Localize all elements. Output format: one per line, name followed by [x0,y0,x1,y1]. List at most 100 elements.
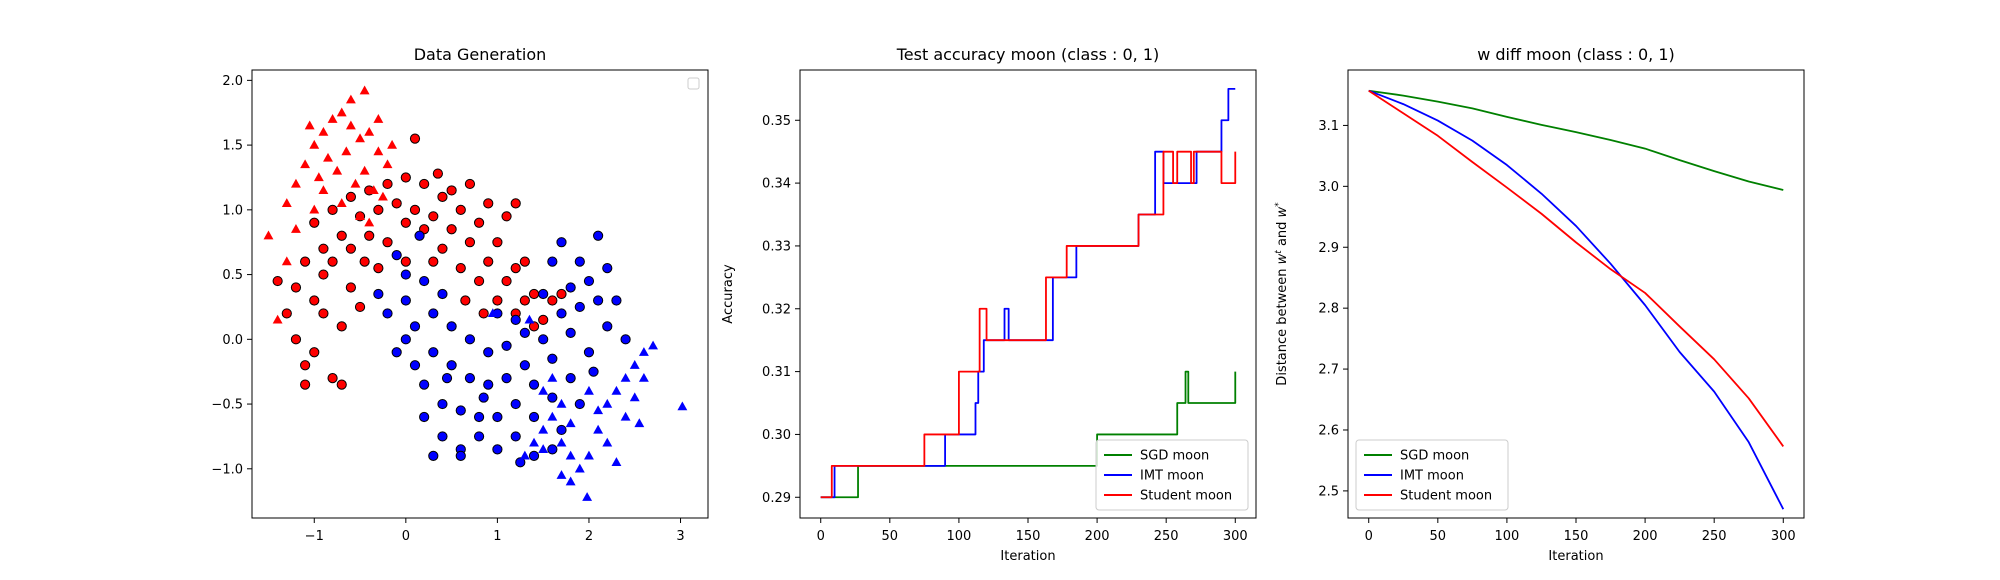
y-tick-label: 0.0 [222,333,243,348]
scatter-point-class1-circle [419,411,430,423]
scatter-point-class1-circle [556,308,567,319]
scatter-point-class1-circle [409,321,421,332]
scatter-point-class1-triangle [629,392,640,402]
scatter-point-class0-circle [345,243,356,254]
scatter-point-class0-circle [478,308,489,319]
scatter-point-class1-triangle [524,314,535,324]
y-tick-label: 2.7 [1318,363,1339,378]
scatter-point-class1-triangle [677,401,688,411]
scatter-point-class1-circle [528,379,540,390]
legend-entry-label: IMT moon [1400,469,1464,484]
legend-entry-label: IMT moon [1140,469,1204,484]
x-tick-label: 300 [1223,529,1248,544]
scatter-point-class0-triangle [291,224,301,233]
scatter-point-class1-triangle [565,450,576,460]
scatter-point-class0-circle [318,269,329,280]
x-tick-label: 3 [676,529,684,544]
scatter-point-class0-circle [345,282,356,293]
y-tick-label: 2.8 [1318,302,1339,317]
scatter-point-class0-triangle [318,185,329,195]
chart-panels: −1 0 1 2 3 −1.0 −0.5 0.0 0.5 1.0 1.5 2.0 Data Genera… [211,45,1805,564]
scatter-point-class0-triangle [355,211,365,220]
scatter-point-class0-circle [460,295,471,306]
scatter-point-class0-circle [382,237,393,248]
x-tick-label: 50 [1430,529,1447,544]
scatter-point-class1-circle [556,424,567,436]
scatter-point-class1-circle [409,360,421,371]
scatter-point-class0-circle [300,360,311,371]
scatter-point-class1-circle [464,373,476,384]
scatter-point-class0-circle [327,373,338,384]
x-tick-label: 0 [402,529,410,544]
scatter-point-class1-circle [446,360,457,371]
y-axis-label-part: w [1275,206,1290,217]
scatter-point-class0-triangle [364,126,375,136]
scatter-point-class0-circle [428,256,439,267]
scatter-point-class0-circle [538,314,549,325]
scatter-point-class0-circle [272,275,283,287]
scatter-point-class0-circle [492,295,503,306]
legend: SGD moon IMT moon Student moon [1095,439,1249,511]
scatter-point-class1-circle [382,308,393,319]
y-tick-label: 0.31 [762,365,791,380]
scatter-point-class0-triangle [345,120,356,130]
scatter-point-class0-circle [528,288,540,300]
scatter-point-class1-circle [510,314,521,325]
scatter-point-class0-circle [510,198,521,209]
scatter-point-class1-circle [574,256,585,267]
scatter-point-class0-triangle [318,126,329,136]
scatter-point-class0-triangle [355,133,365,143]
scatter-point-class0-triangle [359,85,370,95]
scatter-point-class1-circle [483,347,494,358]
x-tick-label: 100 [1494,529,1519,544]
chart-title: Test accuracy moon (class : 0, 1) [896,45,1160,64]
scatter-point-class0-circle [519,295,530,306]
scatter-point-class1-circle [583,275,595,287]
scatter-point-class0-triangle [373,114,384,123]
scatter-point-class0-triangle [336,107,347,117]
scatter-point-class1-triangle [611,385,622,395]
x-tick-label: 150 [1564,529,1589,544]
scatter-point-class1-circle [373,288,384,300]
scatter-point-class1-circle [547,353,558,364]
scatter-point-class1-circle [593,230,604,241]
x-tick-label: 200 [1085,529,1110,544]
scatter-point-class0-circle [336,379,347,390]
scatter-point-class0-circle [409,204,421,215]
x-axis-label: Iteration [1000,549,1055,564]
x-tick-label: 150 [1016,529,1041,544]
scatter-point-class0-triangle [387,139,398,149]
scatter-point-class1-triangle [602,398,613,408]
scatter-point-class1-circle [510,398,521,410]
legend: SGD moon IMT moon Student moon [1355,439,1509,511]
scatter-point-class0-circle [345,191,356,202]
scatter-point-class1-triangle [547,411,558,421]
scatter-point-class0-circle [382,178,393,190]
scatter-point-class1-circle [574,398,585,410]
scatter-point-class0-circle [556,288,567,300]
y-tick-label: 3.1 [1318,119,1339,134]
y-tick-label: 0.35 [762,114,791,129]
scatter-point-class0-circle [510,263,521,274]
scatter-point-class0-circle [290,282,302,293]
scatter-point-class0-circle [437,191,448,202]
scatter-point-class0-triangle [350,178,361,188]
scatter-point-class1-circle [515,457,526,468]
scatter-point-class0-circle [373,263,384,274]
legend-entry-label: SGD moon [1140,449,1209,464]
scatter-point-class1-triangle [638,347,649,356]
scatter-point-class1-circle [473,411,485,423]
scatter-point-class1-triangle [602,437,613,447]
scatter-point-class0-circle [446,185,457,196]
scatter-point-class0-circle [359,256,370,267]
y-tick-label: −1.0 [211,462,243,477]
scatter-point-class0-circle [309,295,320,306]
scatter-point-class0-circle [473,275,485,287]
scatter-point-class1-circle [547,444,558,455]
scatter-point-class0-circle [547,295,558,306]
legend-box [1355,439,1509,511]
scatter-point-class0-triangle [341,146,352,156]
scatter-point-class0-circle [419,178,430,190]
scatter-point-class1-circle [611,295,622,306]
scatter-point-class1-triangle [565,476,576,486]
